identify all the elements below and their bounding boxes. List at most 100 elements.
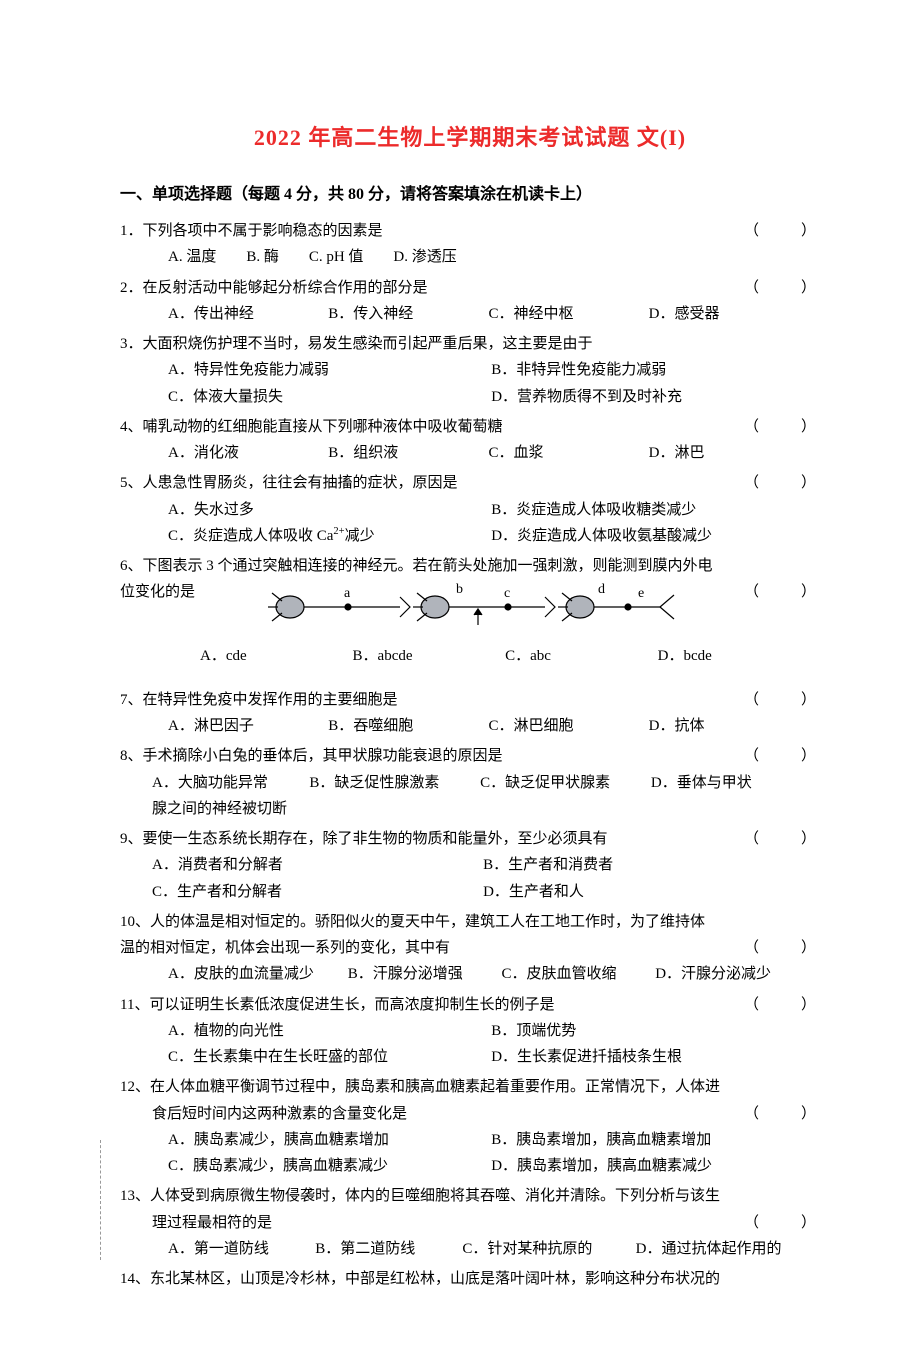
answer-blank: （ ） [744, 275, 820, 301]
q3-options-row2: C．体液大量损失 D．营养物质得不到及时补充 [120, 384, 820, 410]
q8-opt-a: A．大脑功能异常 [152, 770, 306, 796]
question-11: 11、可以证明生长素低浓度促进生长，而高浓度抑制生长的例子是 （ ） A．植物的… [120, 992, 820, 1071]
answer-blank: （ ） [744, 935, 820, 961]
q13-opt-a: A．第一道防线 [168, 1236, 311, 1262]
q10-text1: 10、人的体温是相对恒定的。骄阳似火的夏天中午，建筑工人在工地工作时，为了维持体 [120, 909, 820, 935]
q6-opt-b: B．abcde [353, 643, 502, 669]
q11-opt-d: D．生长素促进扦插枝条生根 [491, 1044, 810, 1070]
diagram-label-e: e [638, 586, 644, 601]
q9-opt-a: A．消费者和分解者 [152, 852, 479, 878]
q10-options: A．皮肤的血流量减少 B．汗腺分泌增强 C．皮肤血管收缩 D．汗腺分泌减少 [120, 961, 820, 987]
q5-opt-a: A．失水过多 [168, 497, 487, 523]
q6-text-line1: 6、下图表示 3 个通过突触相连接的神经元。若在箭头处施加一强刺激，则能测到膜内… [120, 553, 820, 579]
answer-blank: （ ） [744, 470, 820, 496]
q4-options: A．消化液 B．组织液 C．血浆 D．淋巴 [120, 440, 820, 466]
q11-opt-b: B．顶端优势 [491, 1018, 810, 1044]
q6-opt-a: A．cde [200, 643, 349, 669]
q12-options-row2: C．胰岛素减少，胰高血糖素减少 D．胰岛素增加，胰高血糖素减少 [120, 1153, 820, 1179]
question-13: 13、人体受到病原微生物侵袭时，体内的巨噬细胞将其吞噬、消化并清除。下列分析与该… [120, 1183, 820, 1262]
q4-opt-d: D．淋巴 [649, 440, 805, 466]
q9-options-row2: C．生产者和分解者 D．生产者和人 [120, 879, 820, 905]
q10-opt-c: C．皮肤血管收缩 [501, 961, 651, 987]
q8-opt-d-post: 腺之间的神经被切断 [120, 796, 820, 822]
q4-opt-a: A．消化液 [168, 440, 324, 466]
q11-options-row1: A．植物的向光性 B．顶端优势 [120, 1018, 820, 1044]
exam-page: 2022 年高二生物上学期期末考试试题 文(I) 一、单项选择题（每题 4 分，… [0, 0, 920, 1356]
question-14: 14、东北某林区，山顶是冷杉林，中部是红松林，山底是落叶阔叶林，影响这种分布状况… [120, 1266, 820, 1292]
q7-opt-c: C．淋巴细胞 [488, 713, 644, 739]
q14-text: 14、东北某林区，山顶是冷杉林，中部是红松林，山底是落叶阔叶林，影响这种分布状况… [120, 1266, 820, 1292]
q2-opt-a: A．传出神经 [168, 301, 324, 327]
q3-text: 3．大面积烧伤护理不当时，易发生感染而引起严重后果，这主要是由于 [120, 331, 820, 357]
q11-options-row2: C．生长素集中在生长旺盛的部位 D．生长素促进扦插枝条生根 [120, 1044, 820, 1070]
q7-options: A．淋巴因子 B．吞噬细胞 C．淋巴细胞 D．抗体 [120, 713, 820, 739]
q3-opt-d: D．营养物质得不到及时补充 [491, 384, 810, 410]
q12-text1: 12、在人体血糖平衡调节过程中，胰岛素和胰高血糖素起着重要作用。正常情况下，人体… [120, 1074, 820, 1100]
question-2: 2．在反射活动中能够起分析综合作用的部分是 （ ） A．传出神经 B．传入神经 … [120, 275, 820, 328]
question-12: 12、在人体血糖平衡调节过程中，胰岛素和胰高血糖素起着重要作用。正常情况下，人体… [120, 1074, 820, 1179]
q9-opt-c: C．生产者和分解者 [152, 879, 479, 905]
q5-c-post: 减少 [345, 528, 375, 544]
q7-text: 7、在特异性免疫中发挥作用的主要细胞是 [120, 687, 744, 713]
q5-options-row1: A．失水过多 B．炎症造成人体吸收糖类减少 [120, 497, 820, 523]
diagram-label-c: c [504, 586, 510, 601]
q8-opt-d-pre: D．垂体与甲状 [651, 770, 752, 796]
q6-options: A．cde B．abcde C．abc D．bcde [120, 643, 820, 669]
q12-opt-c: C．胰岛素减少，胰高血糖素减少 [168, 1153, 487, 1179]
q11-text: 11、可以证明生长素低浓度促进生长，而高浓度抑制生长的例子是 [120, 992, 744, 1018]
q12-opt-d: D．胰岛素增加，胰高血糖素减少 [491, 1153, 810, 1179]
q2-opt-c: C．神经中枢 [488, 301, 644, 327]
q5-text: 5、人患急性胃肠炎，往往会有抽搐的症状，原因是 [120, 470, 744, 496]
q10-text2: 温的相对恒定，机体会出现一系列的变化，其中有 [120, 935, 744, 961]
q9-opt-b: B．生产者和消费者 [483, 852, 810, 878]
q9-text: 9、要使一生态系统长期存在，除了非生物的物质和能量外，至少必须具有 [120, 826, 744, 852]
q13-opt-b: B．第二道防线 [315, 1236, 458, 1262]
q5-options-row2: C．炎症造成人体吸收 Ca2+减少 D．炎症造成人体吸收氨基酸减少 [120, 523, 820, 549]
answer-blank: （ ） [744, 218, 820, 244]
section-header: 一、单项选择题（每题 4 分，共 80 分，请将答案填涂在机读卡上） [120, 180, 820, 204]
answer-blank: （ ） [744, 992, 820, 1018]
question-6: 6、下图表示 3 个通过突触相连接的神经元。若在箭头处施加一强刺激，则能测到膜内… [120, 553, 820, 669]
question-3: 3．大面积烧伤护理不当时，易发生感染而引起严重后果，这主要是由于 A．特异性免疫… [120, 331, 820, 410]
q13-text1: 13、人体受到病原微生物侵袭时，体内的巨噬细胞将其吞噬、消化并清除。下列分析与该… [120, 1183, 820, 1209]
q8-text: 8、手术摘除小白兔的垂体后，其甲状腺功能衰退的原因是 [120, 743, 744, 769]
answer-blank: （ ） [744, 743, 820, 769]
q3-options-row1: A．特异性免疫能力减弱 B．非特异性免疫能力减弱 [120, 357, 820, 383]
q1-options: A. 温度 B. 酶 C. pH 值 D. 渗透压 [120, 244, 820, 270]
question-10: 10、人的体温是相对恒定的。骄阳似火的夏天中午，建筑工人在工地工作时，为了维持体… [120, 909, 820, 988]
q3-opt-c: C．体液大量损失 [168, 384, 487, 410]
q2-options: A．传出神经 B．传入神经 C．神经中枢 D．感受器 [120, 301, 820, 327]
q12-text2: 食后短时间内这两种激素的含量变化是 [120, 1101, 744, 1127]
q5-opt-c: C．炎症造成人体吸收 Ca2+减少 [168, 523, 487, 549]
q4-opt-b: B．组织液 [328, 440, 484, 466]
binding-edge-mark [100, 1140, 101, 1260]
q12-opt-a: A．胰岛素减少，胰高血糖素增加 [168, 1127, 487, 1153]
q6-diagram-line: 位变化的是 [120, 579, 820, 636]
question-8: 8、手术摘除小白兔的垂体后，其甲状腺功能衰退的原因是 （ ） A．大脑功能异常 … [120, 743, 820, 822]
answer-blank: （ ） [744, 579, 820, 636]
answer-blank: （ ） [744, 414, 820, 440]
q9-options-row1: A．消费者和分解者 B．生产者和消费者 [120, 852, 820, 878]
q10-opt-d: D．汗腺分泌减少 [655, 961, 805, 987]
q8-opt-c: C．缺乏促甲状腺素 [480, 770, 647, 796]
q13-opt-d: D．通过抗体起作用的 [636, 1236, 782, 1262]
question-4: 4、哺乳动物的红细胞能直接从下列哪种液体中吸收葡萄糖 （ ） A．消化液 B．组… [120, 414, 820, 467]
q11-opt-a: A．植物的向光性 [168, 1018, 487, 1044]
q8-options-row1: A．大脑功能异常 B．缺乏促性腺激素 C．缺乏促甲状腺素 D．垂体与甲状 [120, 770, 820, 796]
answer-blank: （ ） [744, 826, 820, 852]
diagram-label-a: a [344, 586, 351, 601]
q13-text2: 理过程最相符的是 [120, 1210, 744, 1236]
q6-opt-c: C．abc [505, 643, 654, 669]
q13-options: A．第一道防线 B．第二道防线 C．针对某种抗原的 D．通过抗体起作用的 [120, 1236, 820, 1262]
q8-opt-b: B．缺乏促性腺激素 [309, 770, 476, 796]
question-1: 1．下列各项中不属于影响稳态的因素是 （ ） A. 温度 B. 酶 C. pH … [120, 218, 820, 271]
q5-opt-b: B．炎症造成人体吸收糖类减少 [491, 497, 810, 523]
q4-opt-c: C．血浆 [488, 440, 644, 466]
q9-opt-d: D．生产者和人 [483, 879, 810, 905]
answer-blank: （ ） [744, 1210, 820, 1236]
q3-opt-b: B．非特异性免疫能力减弱 [491, 357, 810, 383]
q10-opt-b: B．汗腺分泌增强 [348, 961, 498, 987]
answer-blank: （ ） [744, 687, 820, 713]
q5-c-sup: 2+ [333, 526, 344, 537]
q6-opt-d: D．bcde [658, 643, 807, 669]
